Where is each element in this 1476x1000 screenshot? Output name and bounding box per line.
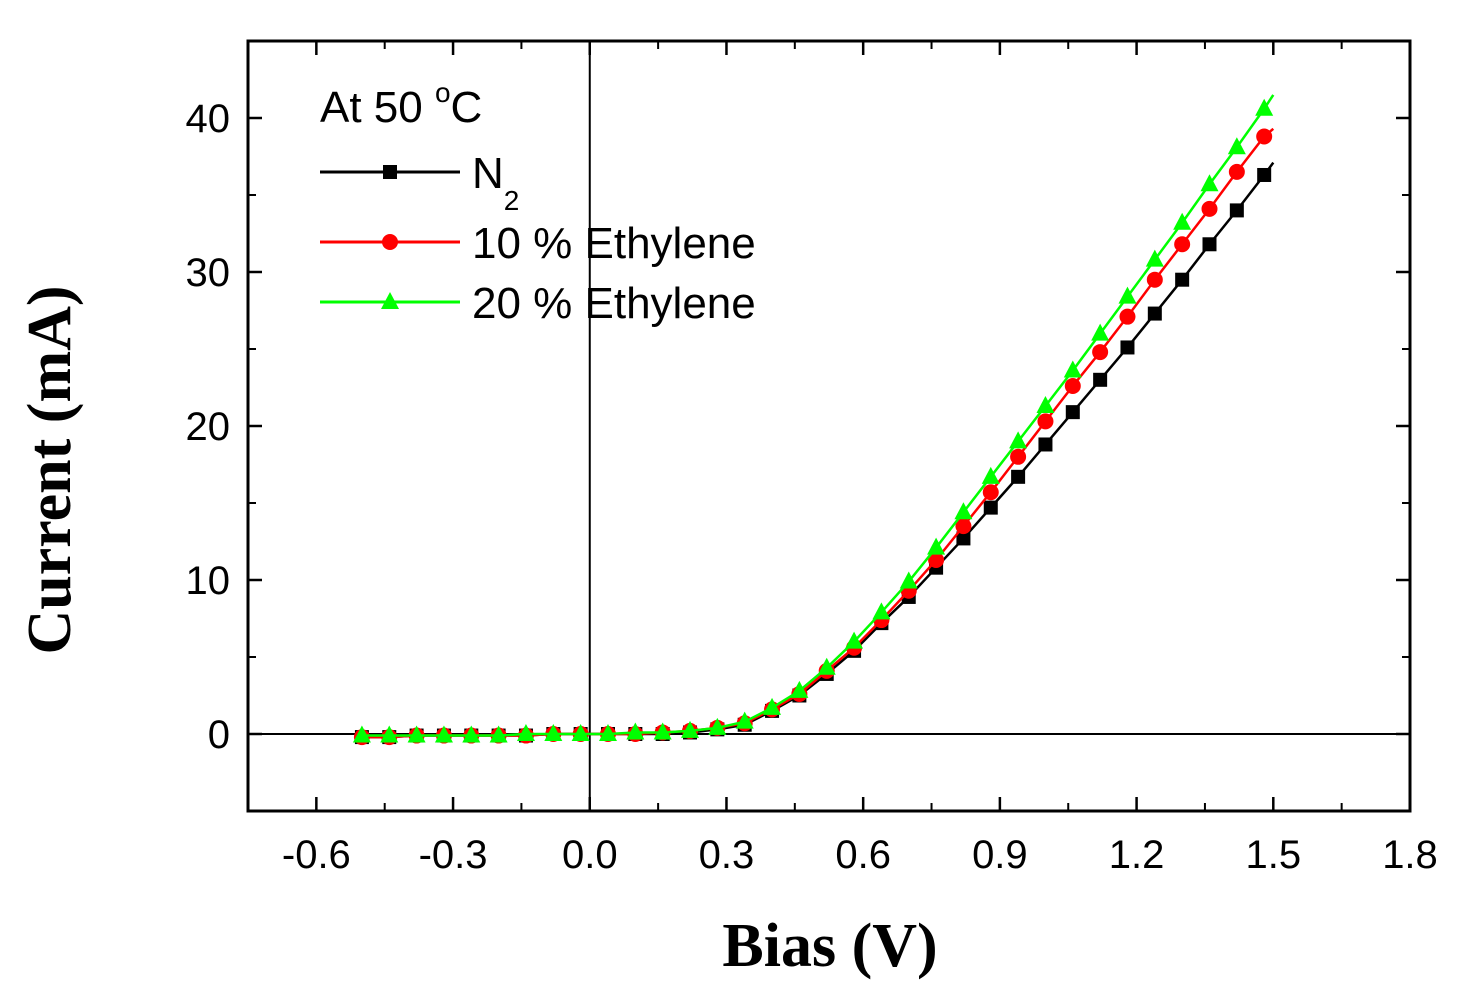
legend-marker	[382, 234, 398, 250]
legend-title-unit: C	[451, 83, 483, 132]
data-point	[681, 720, 700, 738]
y-tick-label: 0	[208, 713, 230, 757]
data-point	[1175, 272, 1190, 287]
data-point	[626, 722, 645, 740]
data-point	[1147, 306, 1162, 321]
x-tick-label: 1.2	[1109, 833, 1165, 877]
data-point	[462, 725, 481, 743]
legend-marker	[383, 165, 397, 179]
data-point	[352, 725, 371, 743]
data-point	[434, 725, 453, 743]
legend-title-degree: o	[435, 77, 451, 108]
ticks-layer	[247, 40, 1412, 812]
data-point	[1011, 469, 1026, 484]
data-point	[981, 466, 1000, 484]
plot-frame	[246, 39, 1412, 813]
y-tick-label: 30	[186, 251, 231, 295]
legend-label: 20 % Ethylene	[472, 279, 756, 328]
data-point	[1173, 212, 1192, 230]
legend-title: At 50 oC	[320, 77, 482, 132]
data-point	[1202, 237, 1217, 252]
data-point	[1146, 271, 1163, 288]
series-3	[352, 94, 1275, 743]
data-point	[872, 602, 891, 620]
x-tick-label: 1.5	[1245, 833, 1301, 877]
data-point	[1120, 340, 1135, 355]
x-tick-label: -0.3	[419, 833, 488, 877]
data-point	[899, 571, 918, 589]
data-point	[927, 537, 946, 555]
x-axis-title: Bias (V)	[722, 912, 937, 980]
data-point	[1256, 128, 1273, 145]
data-point	[1255, 98, 1274, 116]
x-tick-label: -0.6	[282, 833, 351, 877]
legend-label: N2	[472, 149, 519, 216]
data-point	[1257, 167, 1272, 182]
data-point	[571, 724, 590, 741]
data-point	[653, 722, 672, 740]
data-point	[1037, 413, 1054, 430]
data-point	[516, 724, 535, 741]
data-point	[489, 725, 508, 743]
data-point	[1201, 200, 1218, 217]
data-point	[1010, 448, 1027, 465]
data-point	[1174, 236, 1191, 253]
data-point	[1119, 308, 1136, 325]
data-point	[407, 725, 426, 743]
data-point	[1227, 137, 1246, 155]
legend-entry: 10 % Ethylene	[320, 219, 756, 268]
x-tick-label: 1.8	[1382, 833, 1438, 877]
data-point	[1064, 377, 1081, 394]
legend-label: 10 % Ethylene	[472, 219, 756, 268]
data-point	[1038, 437, 1053, 452]
x-tick-label: 0.6	[835, 833, 891, 877]
data-point	[983, 500, 998, 515]
data-point	[817, 657, 836, 675]
legend-entry: N2	[320, 149, 519, 216]
data-point	[1092, 344, 1109, 361]
data-point	[1091, 323, 1110, 341]
y-tick-label: 40	[186, 97, 231, 141]
data-point	[380, 725, 399, 743]
data-point	[598, 724, 617, 741]
data-point	[955, 518, 972, 535]
data-point	[708, 717, 727, 735]
x-tick-label: 0.3	[699, 833, 755, 877]
x-tick-label: 0.9	[972, 833, 1028, 877]
data-point	[956, 531, 971, 546]
data-point	[1145, 249, 1164, 267]
data-point	[928, 551, 945, 568]
data-point	[790, 680, 809, 698]
zero-lines	[248, 41, 1410, 811]
legend-marker	[381, 292, 399, 309]
data-point	[544, 724, 563, 741]
data-point	[1093, 372, 1108, 387]
legend-entry: 20 % Ethylene	[320, 279, 756, 328]
data-point	[1200, 174, 1219, 192]
data-point	[845, 631, 864, 649]
data-point	[1228, 163, 1245, 180]
y-axis-title: Current (mA)	[16, 285, 84, 654]
y-tick-label: 10	[186, 559, 231, 603]
data-point	[1065, 405, 1080, 420]
data-point	[1118, 286, 1137, 304]
data-point	[763, 697, 782, 715]
data-point	[735, 711, 754, 729]
data-point	[1063, 360, 1082, 378]
data-point	[1229, 203, 1244, 218]
data-point	[982, 484, 999, 501]
data-point	[954, 502, 973, 520]
y-tick-label: 20	[186, 405, 231, 449]
tick-labels-layer: -0.6 -0.3 0.0 0.3 0.6 0.9 1.2 1.5 1.8 0 10 20 30 40	[186, 97, 1438, 877]
data-point	[1009, 431, 1028, 449]
data-point	[1036, 395, 1055, 413]
x-tick-label: 0.0	[562, 833, 618, 877]
series-layer	[352, 94, 1275, 746]
